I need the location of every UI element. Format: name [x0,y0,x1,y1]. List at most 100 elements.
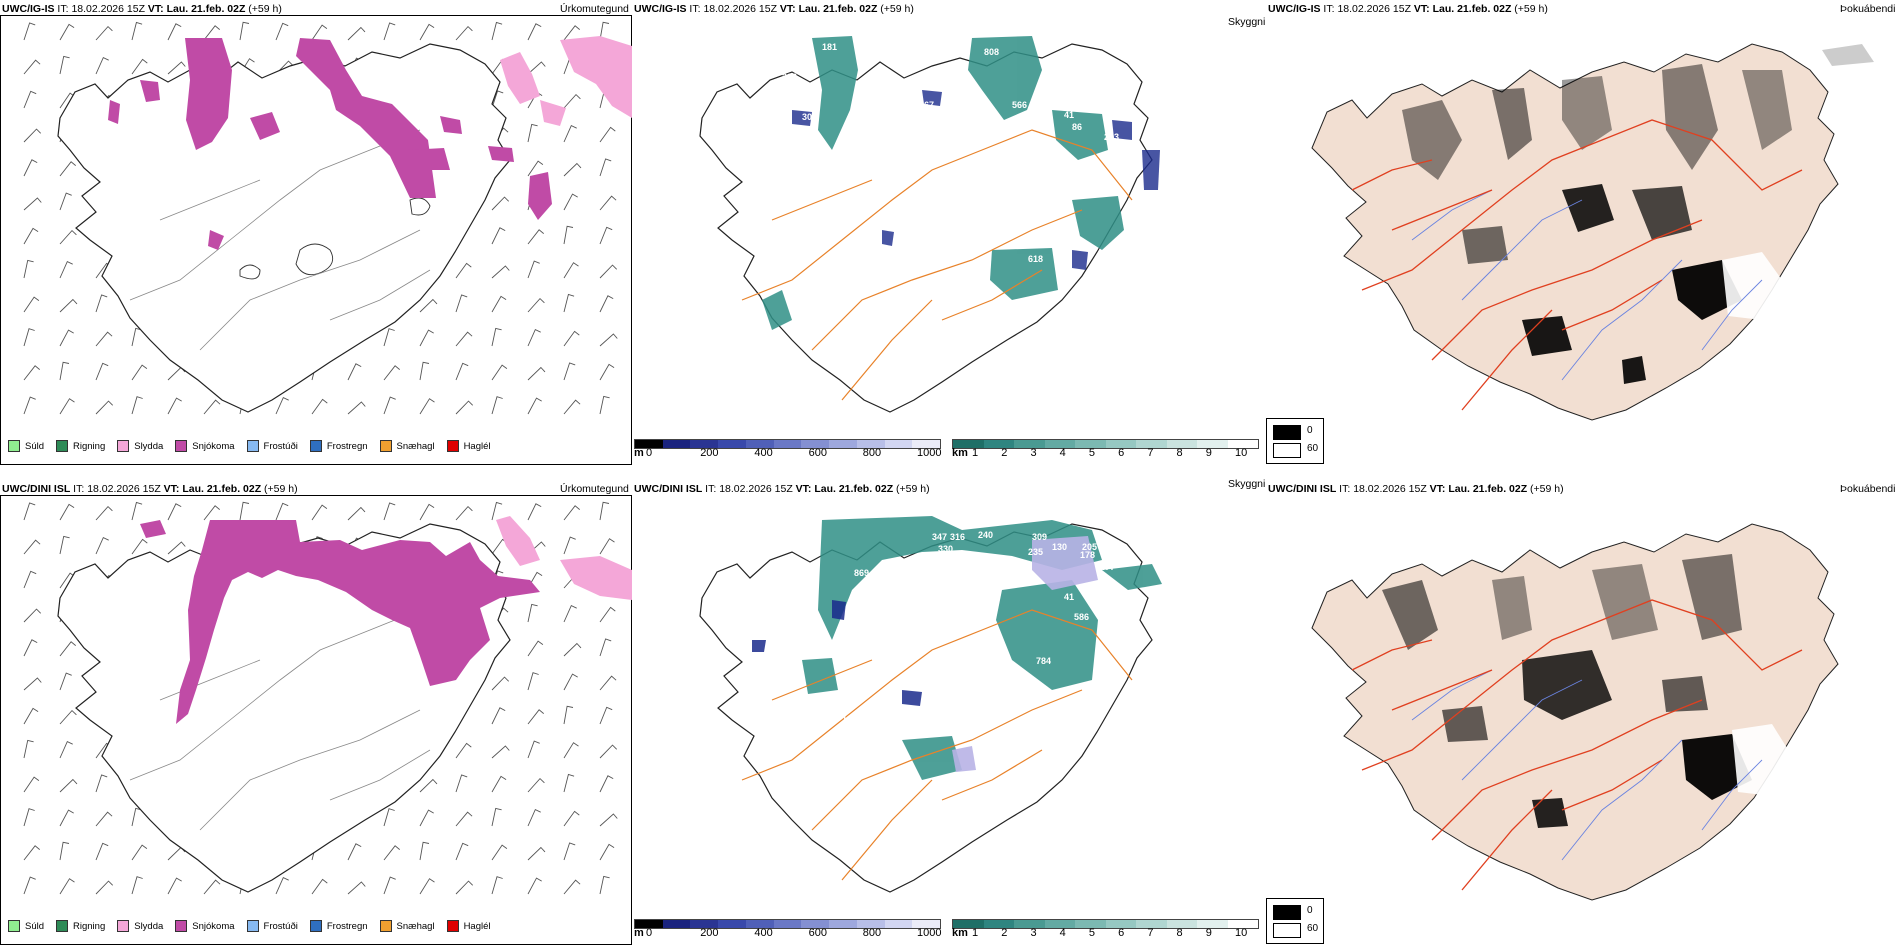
legend-swatch [246,920,259,932]
glacier-white [1722,252,1782,320]
fog-legend: 0 60 [1266,898,1324,944]
fog-legend-black [1273,425,1301,440]
scale-unit: km [952,447,968,459]
visibility-value-label: 203 [1104,132,1119,142]
scale-tick-label: 800 [862,927,882,939]
wind-barb [527,297,545,313]
wind-barb [59,535,70,555]
height-scale-bar [634,919,941,929]
scale-tick-label: 8 [1176,447,1183,459]
wind-barb [131,807,142,827]
precip-map [23,21,632,415]
visibility-value-label: 14 [1140,214,1150,224]
wind-barb [167,61,186,75]
wind-barb [383,365,400,381]
wind-barb [563,262,579,279]
wind-barb [599,638,612,657]
vt-label: VT: [147,3,164,15]
legend-label: Slydda [134,920,164,932]
legend-label: Snjókoma [192,440,235,452]
wind-barb [131,844,148,861]
wind-barb [23,22,36,41]
visibility-value-label: 708 [984,27,999,37]
legend-swatch [175,920,188,932]
fog-panel-top: UWC/IG-IS IT: 18.02.2026 15Z VT: Lau. 21… [1262,0,1900,465]
scale-tick-label: 0 [646,447,653,459]
wind-barb [455,25,473,41]
wind-barb [23,159,38,177]
visibility-scale-bar [952,919,1259,929]
fog-panel-bottom: UWC/DINI ISL IT: 18.02.2026 15Z VT: Lau.… [1262,480,1900,945]
wind-barb [311,504,328,521]
legend-item: Frostregn [309,440,368,452]
wind-barb [95,294,108,313]
scale-unit: km [952,927,968,939]
it-value: 18.02.2026 15Z [1337,3,1411,15]
scale-segment [856,920,885,928]
scale-tick-label: 200 [700,447,719,459]
wind-barb [95,56,109,75]
lead-time: (+59 h) [880,3,914,15]
height-scale-bar [634,439,941,449]
wind-barb [311,24,328,41]
iceland-coastline [57,43,511,413]
fog-legend-white [1273,923,1301,938]
wind-barb [599,226,613,245]
scale-segment [1136,920,1167,928]
scale-unit: m [634,447,644,459]
wind-barb [167,503,182,521]
wind-barb [527,260,540,279]
wind-barb [23,59,41,75]
wind-barb [419,503,435,521]
wind-barb [599,195,617,211]
vt-label: VT: [795,483,812,495]
wind-barb [527,229,544,245]
legend-label: Haglél [463,440,491,452]
wind-barb [419,778,438,793]
wind-barb [599,126,616,143]
legend-item: Haglél [446,440,491,452]
vt-value: Lau. 21.feb. 02Z [182,483,262,495]
legend-swatch [446,440,459,452]
wind-barb [311,878,328,895]
wind-barb [527,61,546,75]
wind-barb [527,709,544,725]
scale-segment [884,440,913,448]
low-visibility-areas [802,516,1162,780]
wind-barb [59,260,73,279]
wind-barb [59,841,70,861]
wind-barb [95,811,113,827]
legend-item: Snjókoma [175,920,235,932]
wind-barb [527,672,539,691]
wind-barb [95,774,108,793]
legend-item: Slydda [117,920,163,932]
visibility-value-label: 163 [1142,232,1157,242]
wind-barb [23,365,40,381]
wind-barb [455,742,472,759]
wind-barb [419,398,435,415]
wind-barb [59,778,78,793]
wind-barb [95,331,113,347]
wind-barb [563,810,580,827]
vt-label: VT: [779,3,796,15]
legend-item: Frostregn [309,920,368,932]
wind-barb [419,809,434,827]
scale-segment [1044,920,1075,928]
it-label: IT: [1323,3,1335,15]
rivers [1411,669,1763,861]
legend-item: Snæhagl [379,440,435,452]
wind-barb [599,843,615,861]
wind-barb [131,21,143,41]
legend-item: Frostúði [246,920,298,932]
model-name: UWC/IG-IS [634,3,687,15]
visibility-value-label: 58 [1076,168,1086,178]
scale-segment [773,920,802,928]
scale-tick-label: 4 [1059,447,1066,459]
it-value: 18.02.2026 15Z [87,483,161,495]
visibility-scale-labels: km 1 2 3 4 5 6 7 8 9 10 [952,927,1257,941]
wind-barb [131,876,143,895]
legend-swatch [309,920,322,932]
wind-barb [599,875,610,895]
legend-label: Frostregn [326,920,368,932]
